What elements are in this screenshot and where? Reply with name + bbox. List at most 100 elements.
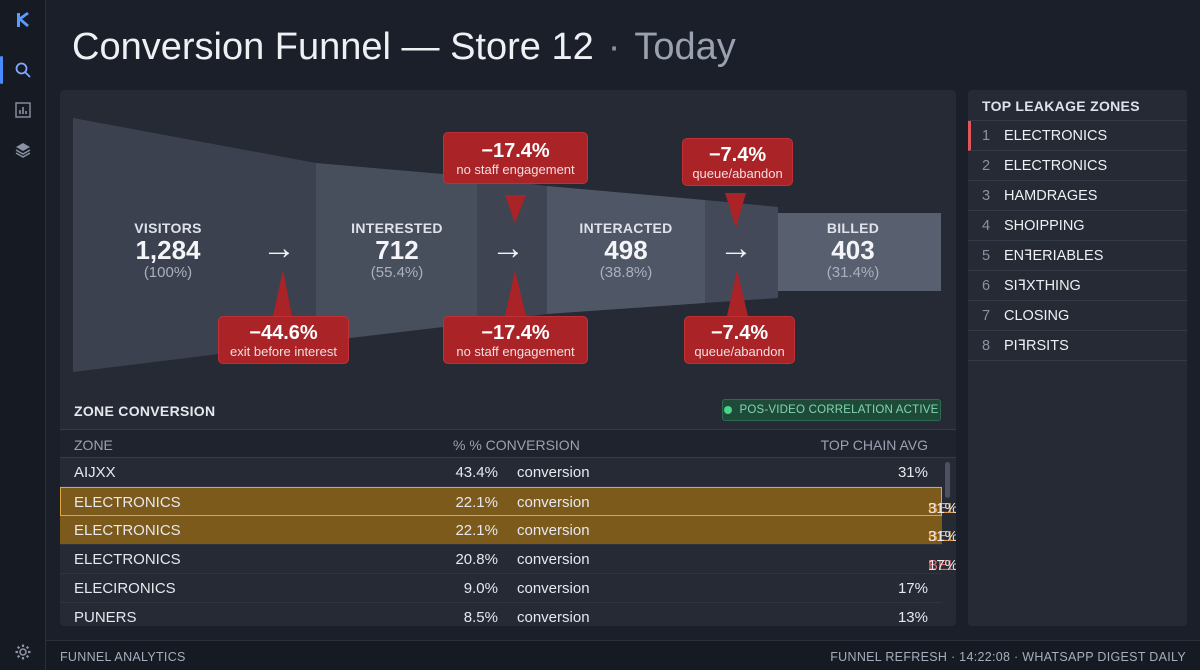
leakage-rank: 4	[982, 218, 991, 234]
table-scrollbar[interactable]	[945, 462, 950, 498]
chain-avg: 13%	[897, 609, 928, 626]
zone-name: ELECIRONICS	[74, 580, 176, 597]
table-row[interactable]: ELECIRONICS 9.0% conversion 17%	[60, 574, 942, 603]
stage-billed: BILLED 403 (31.4%)	[773, 220, 933, 281]
leakage-item[interactable]: 7 CLOSING	[968, 301, 1187, 331]
table-row[interactable]: ELECTRONICS 22.1% conversion BELOW CHAIN…	[60, 516, 956, 545]
stage-interacted: INTERACTED 498 (38.8%)	[546, 220, 706, 281]
conversion-pct: 22.1%	[455, 522, 498, 539]
stage-label: BILLED	[826, 220, 880, 236]
leakage-zone-name: CLOSING	[1004, 308, 1070, 324]
chain-avg: 31%	[897, 464, 928, 481]
arrow-right-icon: →	[262, 229, 296, 267]
conversion-unit: conversion	[517, 580, 590, 597]
drop-callout[interactable]: −44.6% exit before interest	[218, 316, 349, 364]
conversion-pct: 9.0%	[463, 580, 498, 597]
stage-label: INTERESTED	[351, 220, 443, 236]
drop-callout[interactable]: −17.4% no staff engagement	[443, 316, 588, 364]
conversion-unit: conversion	[517, 609, 590, 626]
stage-value: 403	[831, 235, 875, 265]
conversion-pct: 22.1%	[455, 494, 498, 511]
funnel-segment-visitors	[73, 118, 316, 372]
leakage-item[interactable]: 1 ELECTRONICS	[968, 121, 1187, 151]
table-row[interactable]: PUNERS 8.5% conversion 13%	[60, 603, 942, 626]
drop-callout[interactable]: −7.4% queue/abandon	[682, 138, 793, 186]
stage-value: 498	[604, 235, 648, 265]
column-header-zone[interactable]: ZONE	[74, 437, 113, 453]
drop-callout[interactable]: −17.4% no staff engagement	[443, 132, 588, 184]
correlation-status-badge: POS-VIDEO CORRELATION ACTIVE	[722, 399, 941, 421]
stage-interested: INTERESTED 712 (55.4%)	[317, 220, 477, 281]
leakage-rank: 6	[982, 278, 991, 294]
column-header-chain-avg[interactable]: TOP CHAIN AVG	[820, 437, 928, 453]
table-row[interactable]: ELECTRONICS 20.8% conversion BELOW CHAIN…	[60, 545, 956, 574]
leakage-rank: 2	[982, 158, 991, 174]
leakage-zone-name: ELECTRONICS	[1004, 158, 1108, 174]
drop-reason: no staff engagement	[456, 344, 575, 359]
drop-value: −44.6%	[249, 322, 318, 344]
leakage-zone-name: ELECTRONICS	[1004, 128, 1108, 144]
callout-pointer	[505, 195, 526, 223]
leakage-item[interactable]: 5 ENꟻERIABLES	[968, 241, 1187, 271]
stage-pct: (100%)	[143, 264, 193, 281]
leakage-item[interactable]: 6 SIꟻXTHING	[968, 271, 1187, 301]
stage-visitors: VISITORS 1,284 (100%)	[88, 220, 248, 281]
period-label[interactable]: Today	[634, 26, 736, 68]
callout-pointer	[273, 270, 292, 316]
leakage-item[interactable]: 4 SHOIPPING	[968, 211, 1187, 241]
drop-callout[interactable]: −7.4% queue/abandon	[684, 316, 795, 364]
table-row[interactable]: AIJXX 43.4% conversion 31%	[60, 458, 942, 487]
leakage-zone-name: ENꟻERIABLES	[1004, 248, 1104, 264]
zone-table-body: AIJXX 43.4% conversion 31% ELECTRONICS 2…	[60, 458, 956, 626]
conversion-pct: 43.4%	[455, 464, 498, 481]
conversion-unit: conversion	[517, 522, 590, 539]
status-dot-icon	[724, 406, 733, 414]
logo-icon[interactable]	[0, 4, 46, 36]
chain-avg: 31%	[928, 528, 956, 545]
page-title-text: Conversion Funnel — Store 12	[72, 26, 594, 68]
leakage-zone-name: SHOIPPING	[1004, 218, 1085, 234]
title-separator: ·	[607, 26, 621, 68]
zone-conversion-title: ZONE CONVERSION	[74, 403, 216, 419]
below-avg-flag: BELOW CHAIN AVG	[928, 528, 956, 545]
column-header-conversion[interactable]: % % CONVERSION	[453, 437, 580, 453]
gear-icon[interactable]	[0, 636, 46, 668]
search-icon[interactable]	[0, 54, 46, 86]
leakage-rank: 5	[982, 248, 991, 264]
below-avg-flag: BELOW CHAIN AVG	[928, 557, 956, 574]
funnel-panel: VISITORS 1,284 (100%) INTERESTED 712 (55…	[60, 90, 956, 626]
leakage-item[interactable]: 8 PIꟻRSITS	[968, 331, 1187, 361]
drop-reason: queue/abandon	[692, 166, 783, 181]
footer-refresh-status: FUNNEL REFRESH · 14:22:08 · WHATSAPP DIG…	[830, 650, 1186, 664]
conversion-pct: 20.8%	[455, 551, 498, 568]
layers-icon[interactable]	[0, 134, 46, 166]
leakage-item[interactable]: 3 HAMDRAGES	[968, 181, 1187, 211]
stage-value: 1,284	[135, 235, 201, 265]
divider	[968, 120, 1187, 121]
drop-reason: no staff engagement	[456, 162, 575, 177]
leakage-item[interactable]: 2 ELECTRONICS	[968, 151, 1187, 181]
below-avg-flag: BELOW CHAIN AVG	[928, 500, 956, 517]
leakage-rank: 8	[982, 338, 991, 354]
drop-reason: exit before interest	[230, 344, 337, 359]
funnel-segment-transition-2	[705, 200, 778, 303]
page-title: Conversion Funnel — Store 12 · Today	[72, 26, 736, 69]
drop-value: −17.4%	[481, 322, 550, 344]
leakage-title: TOP LEAKAGE ZONES	[982, 98, 1140, 114]
arrow-right-icon: →	[491, 229, 525, 267]
conversion-unit: conversion	[517, 464, 590, 481]
table-row[interactable]: ELECTRONICS 22.1% conversion BELOW CHAIN…	[60, 487, 956, 517]
chart-icon[interactable]	[0, 94, 46, 126]
funnel-segment-interacted	[547, 186, 705, 314]
leakage-rank: 1	[982, 128, 991, 144]
stage-label: VISITORS	[134, 220, 202, 236]
zone-name: PUNERS	[74, 609, 137, 626]
callout-pointer	[505, 270, 526, 316]
stage-pct: (38.8%)	[599, 264, 653, 281]
leakage-zone-name: PIꟻRSITS	[1004, 338, 1069, 354]
status-footer: FUNNEL ANALYTICS FUNNEL REFRESH · 14:22:…	[46, 640, 1200, 670]
stage-value: 712	[375, 235, 419, 265]
arrow-right-icon: →	[719, 229, 753, 267]
drop-value: −17.4%	[481, 140, 550, 162]
funnel-segment-transition-1	[477, 177, 547, 323]
